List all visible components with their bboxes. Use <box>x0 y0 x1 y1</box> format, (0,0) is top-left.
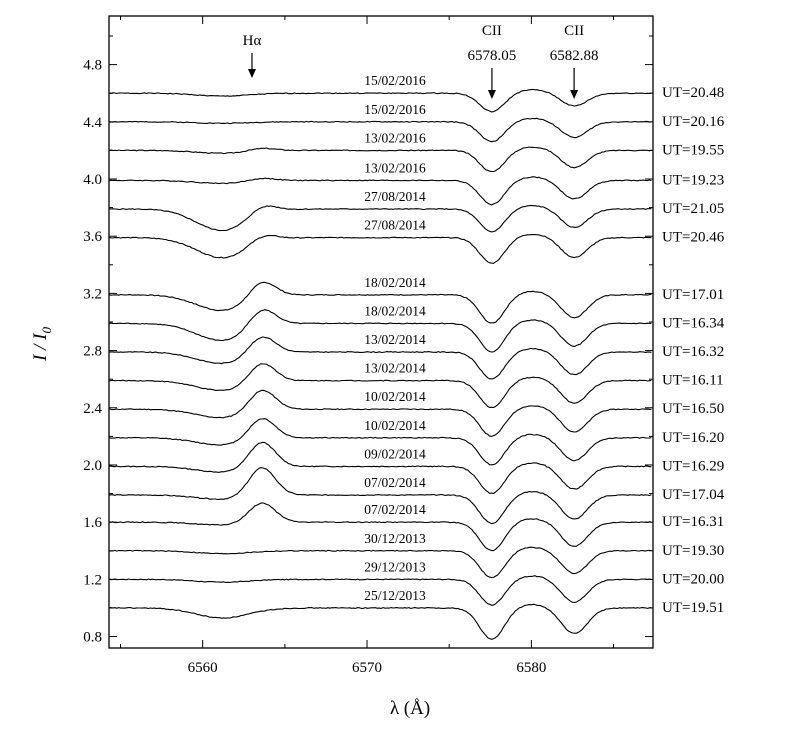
series-date-label: 27/08/2014 <box>364 189 426 204</box>
series-ut-label: UT=17.01 <box>662 287 724 303</box>
series-date-label: 13/02/2014 <box>364 361 426 376</box>
line-annotation-label: CII <box>564 23 584 39</box>
y-tick-label: 3.6 <box>83 229 102 245</box>
series-date-label: 15/02/2016 <box>364 102 426 117</box>
y-tick-label: 1.2 <box>83 572 102 588</box>
y-tick-label: 1.6 <box>83 515 102 531</box>
y-tick-label: 2.0 <box>83 458 102 474</box>
series-date-label: 18/02/2014 <box>364 303 426 318</box>
y-axis-title: I / I0 <box>30 327 54 362</box>
line-annotations: Hα CII 6578.05 CII 6582.88 <box>243 23 599 99</box>
series-ut-label: UT=16.50 <box>662 401 724 417</box>
y-tick-label: 3.2 <box>83 286 102 302</box>
y-tick-label: 4.4 <box>83 115 102 131</box>
spectrum-line <box>108 441 652 495</box>
series-date-label: 10/02/2014 <box>364 389 426 404</box>
series-date-label: 25/12/2013 <box>364 588 426 603</box>
spectrum-line <box>108 336 652 380</box>
spectrum-line <box>109 603 652 640</box>
series-date-label: 18/02/2014 <box>364 275 426 290</box>
series-ut-label: UT=20.46 <box>662 230 725 246</box>
series-date-label: 09/02/2014 <box>364 446 426 461</box>
series-date-label: 07/02/2014 <box>364 475 426 490</box>
series-ut-label: UT=19.55 <box>662 142 724 158</box>
spectrum-line <box>108 233 652 264</box>
spectrum-line <box>108 204 652 233</box>
series-date-label: 13/02/2014 <box>364 332 426 347</box>
series-date-label: 27/08/2014 <box>364 218 426 233</box>
spectrum-line <box>108 389 652 437</box>
series-ut-label: UT=16.32 <box>662 344 724 360</box>
series-date-label: 29/12/2013 <box>364 559 426 574</box>
series-ut-label: UT=20.16 <box>662 114 725 130</box>
series-ut-label: UT=19.30 <box>662 543 724 559</box>
series-ut-label: UT=20.00 <box>662 571 724 587</box>
line-annotation-wavelength: 6582.88 <box>550 48 599 64</box>
spectrum-line <box>108 363 652 409</box>
spectrum-line <box>108 176 652 206</box>
x-tick-label: 6560 <box>188 660 218 676</box>
spectrum-line <box>108 117 652 143</box>
series-ut-label: UT=20.48 <box>662 85 724 101</box>
series-ut-label: UT=16.31 <box>662 514 724 530</box>
annotation-arrow-head <box>247 69 256 78</box>
series-ut-label: UT=16.11 <box>662 373 724 389</box>
series-date-label: 13/02/2016 <box>364 130 426 145</box>
spectrum-line <box>108 502 652 552</box>
x-axis-title: λ (Å) <box>390 698 430 719</box>
spectrum-line <box>108 467 652 525</box>
y-tick-label: 4.0 <box>83 172 102 188</box>
spectrum-line <box>108 281 652 324</box>
annotation-arrow-head <box>487 90 496 99</box>
series-ut-label: UT=16.34 <box>662 315 725 331</box>
spectrum-line <box>108 88 652 113</box>
line-annotation-label: Hα <box>243 33 262 49</box>
line-annotation-label: CII <box>482 23 502 39</box>
series-date-label: 30/12/2013 <box>364 531 426 546</box>
series-ut-label: UT=21.05 <box>662 201 724 217</box>
x-tick-label: 6580 <box>516 660 546 676</box>
series-ut-label: UT=19.23 <box>662 172 724 188</box>
series-ut-label: UT=19.51 <box>662 600 724 616</box>
y-tick-label: 4.8 <box>83 58 102 74</box>
series-date-label: 10/02/2014 <box>364 418 426 433</box>
series-date-label: 13/02/2016 <box>364 160 426 175</box>
y-tick-label: 2.4 <box>83 401 102 417</box>
spectrum-series <box>108 88 652 640</box>
series-date-label: 15/02/2016 <box>364 73 426 88</box>
series-ut-label: UT=16.29 <box>662 458 724 474</box>
axis-ticks: 6560 6570 6580 0.8 1.2 1.6 2.0 2.4 2.8 3.2 3.6 4.0 4… <box>83 16 653 676</box>
x-tick-label: 6570 <box>352 660 382 676</box>
spectrum-line <box>108 309 652 353</box>
plot-frame <box>108 15 654 649</box>
series-labels: 15/02/2016 UT=20.48 15/02/2016 UT=20.16 13/0… <box>364 73 724 616</box>
series-ut-label: UT=16.20 <box>662 430 724 446</box>
spectrum-line <box>108 146 652 173</box>
series-date-label: 07/02/2014 <box>364 502 426 517</box>
series-ut-label: UT=17.04 <box>662 487 725 503</box>
y-tick-label: 0.8 <box>83 630 102 646</box>
y-tick-label: 2.8 <box>83 344 102 360</box>
spectrum-line <box>108 546 652 579</box>
spectrum-line <box>108 418 652 466</box>
annotation-arrow-head <box>570 90 579 99</box>
line-annotation-wavelength: 6578.05 <box>468 48 517 64</box>
spectrum-line <box>108 575 652 606</box>
